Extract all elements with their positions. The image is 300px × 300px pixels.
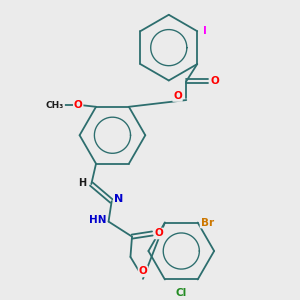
Text: O: O bbox=[173, 91, 182, 101]
Text: O: O bbox=[155, 229, 164, 238]
Text: O: O bbox=[74, 100, 82, 110]
Text: H: H bbox=[79, 178, 87, 188]
Text: O: O bbox=[211, 76, 219, 86]
Text: Cl: Cl bbox=[176, 288, 187, 298]
Text: Br: Br bbox=[200, 218, 214, 228]
Text: O: O bbox=[139, 266, 147, 276]
Text: N: N bbox=[114, 194, 123, 204]
Text: CH₃: CH₃ bbox=[46, 101, 64, 110]
Text: I: I bbox=[203, 26, 207, 36]
Text: HN: HN bbox=[89, 215, 106, 225]
